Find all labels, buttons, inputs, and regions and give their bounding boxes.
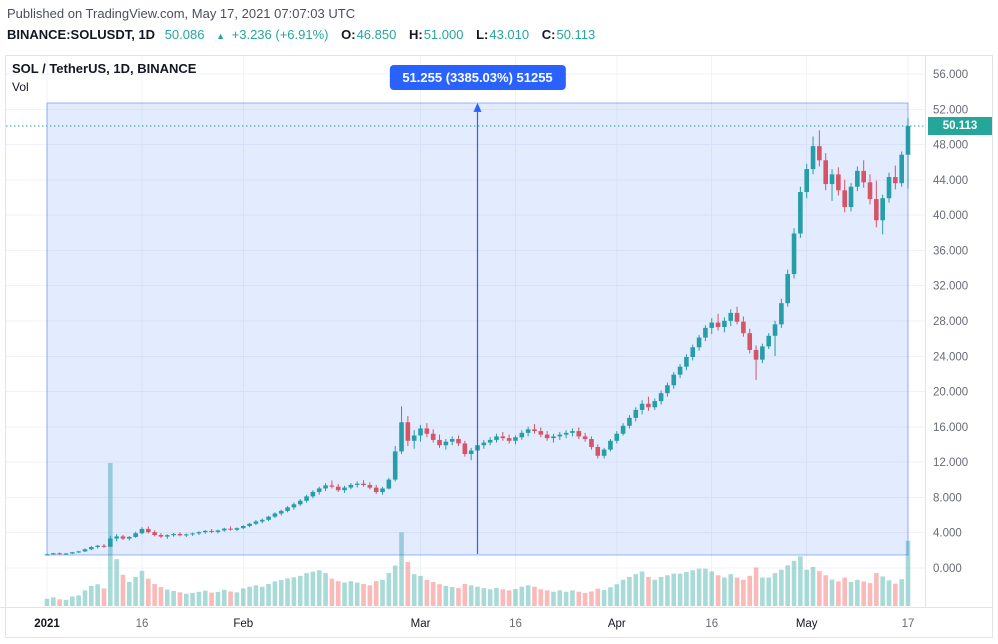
price-axis-labels[interactable]: 56.000 52.000 48.000 44.000 40.000 36.000 32.0… (933, 69, 968, 575)
svg-text:16: 16 (136, 618, 149, 630)
svg-text:44.000: 44.000 (933, 175, 968, 187)
range-tool-label[interactable]: 51.255 (3385.03%) 51255 (389, 65, 566, 90)
price-range-tool[interactable] (46, 102, 909, 556)
price-chart-canvas[interactable]: 56.000 52.000 48.000 44.000 40.000 36.000 32.0… (0, 55, 998, 644)
chart-legend-title[interactable]: SOL / TetherUS, 1D, BINANCE (12, 61, 197, 76)
gridlines (6, 55, 925, 607)
svg-text:Apr: Apr (608, 618, 626, 630)
svg-text:24.000: 24.000 (933, 351, 968, 363)
price-up-arrow-icon: ▲ (216, 31, 226, 41)
svg-text:52.000: 52.000 (933, 104, 968, 116)
svg-text:32.000: 32.000 (933, 281, 968, 293)
chart-area[interactable]: 56.000 52.000 48.000 44.000 40.000 36.000 32.0… (0, 55, 998, 644)
last-trade-price: 50.086 (164, 27, 205, 42)
close-label: C: (541, 27, 556, 42)
svg-text:17: 17 (902, 618, 915, 630)
candlestick-series (44, 118, 911, 556)
time-axis-labels[interactable]: 2021 16 Feb Mar 16 Apr 16 May 17 (34, 618, 914, 630)
svg-text:Mar: Mar (411, 618, 431, 630)
svg-text:Feb: Feb (233, 618, 253, 630)
close-value: 50.113 (556, 27, 596, 42)
svg-text:36.000: 36.000 (933, 245, 968, 257)
svg-text:16: 16 (705, 618, 718, 630)
svg-text:28.000: 28.000 (933, 316, 968, 328)
volume-series (44, 463, 911, 606)
svg-text:4.000: 4.000 (933, 528, 962, 540)
symbol-name: BINANCE:SOLUSDT, 1D (7, 27, 156, 42)
high-value: 51.000 (423, 27, 464, 42)
svg-text:56.000: 56.000 (933, 69, 968, 81)
low-label: L: (476, 27, 489, 42)
svg-text:16.000: 16.000 (933, 422, 968, 434)
svg-text:May: May (796, 618, 818, 630)
low-value: 43.010 (489, 27, 530, 42)
axes-frame (0, 55, 993, 638)
price-change: +3.236 (+6.91%) (231, 27, 329, 42)
published-line: Published on TradingView.com, May 17, 20… (7, 6, 356, 21)
open-label: O: (341, 27, 356, 42)
high-label: H: (408, 27, 423, 42)
last-price-axis-badge: 50.113 (928, 116, 992, 135)
svg-text:0.000: 0.000 (933, 563, 962, 575)
symbol-quote-bar: BINANCE:SOLUSDT, 1D 50.086 ▲ +3.236 (+6.… (7, 27, 595, 42)
svg-text:2021: 2021 (34, 618, 60, 630)
svg-text:20.000: 20.000 (933, 387, 968, 399)
volume-indicator-label[interactable]: Vol (12, 80, 29, 94)
svg-text:12.000: 12.000 (933, 457, 968, 469)
open-value: 46.850 (356, 27, 397, 42)
svg-text:40.000: 40.000 (933, 210, 968, 222)
svg-text:16: 16 (509, 618, 522, 630)
svg-text:48.000: 48.000 (933, 140, 968, 152)
svg-text:8.000: 8.000 (933, 492, 962, 504)
